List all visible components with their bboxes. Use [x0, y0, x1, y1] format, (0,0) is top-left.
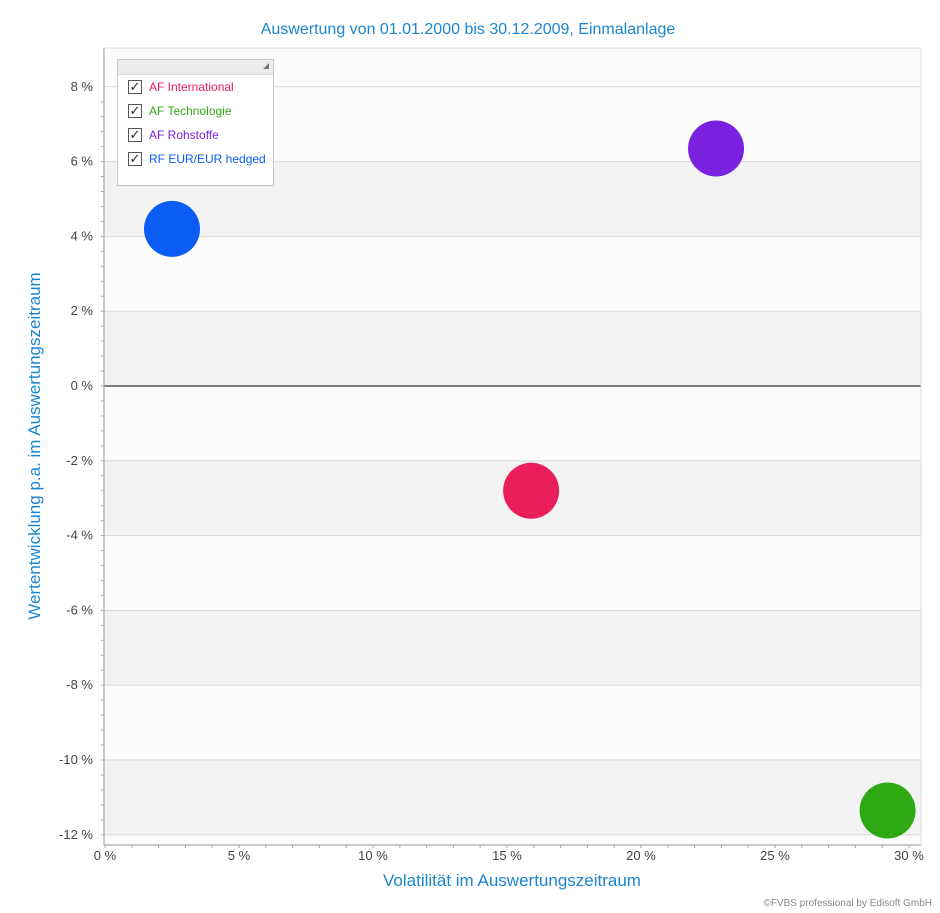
x-tick-label: 30 %: [894, 848, 924, 863]
data-point[interactable]: [144, 200, 200, 257]
x-tick-label: 5 %: [228, 848, 251, 863]
y-tick-label: 8 %: [71, 79, 94, 94]
y-tick-label: 0 %: [71, 378, 94, 393]
x-tick-labels: 0 % 5 % 10 % 15 % 20 % 25 % 30 %: [94, 848, 924, 863]
x-axis-title: Volatilität im Auswertungszeitraum: [383, 871, 641, 890]
y-tick-label: 6 %: [71, 154, 94, 169]
grid-band: [104, 610, 921, 686]
resize-grip-icon[interactable]: [263, 63, 269, 69]
data-point[interactable]: [503, 462, 560, 519]
legend-item-af-international[interactable]: ✓ AF International: [118, 75, 273, 99]
y-tick-labels: 8 % 6 % 4 % 2 % 0 % -2 % -4 % -6 % -8 % -10 % -12 …: [59, 79, 93, 842]
y-tick-label: -10 %: [59, 752, 93, 767]
legend-label: AF Technologie: [149, 104, 232, 118]
legend-header[interactable]: [118, 60, 273, 75]
y-tick-label: -2 %: [66, 453, 93, 468]
y-tick-label: 2 %: [71, 303, 94, 318]
gridlines: [104, 86, 921, 836]
y-tick-label: -8 %: [66, 677, 93, 692]
legend: ✓ AF International ✓ AF Technologie ✓ AF…: [117, 59, 274, 186]
legend-item-af-rohstoffe[interactable]: ✓ AF Rohstoffe: [118, 123, 273, 147]
x-tick-label: 25 %: [760, 848, 790, 863]
legend-item-af-technologie[interactable]: ✓ AF Technologie: [118, 99, 273, 123]
checkbox-checked-icon[interactable]: ✓: [128, 151, 142, 166]
y-tick-label: -12 %: [59, 827, 93, 842]
legend-label: AF Rohstoffe: [149, 128, 219, 142]
y-axis-title: Wertentwicklung p.a. im Auswertungszeitr…: [25, 272, 44, 619]
legend-label: AF International: [149, 80, 234, 94]
grid-band: [104, 760, 921, 835]
y-tick-label: -6 %: [66, 602, 93, 617]
y-tick-label: 4 %: [71, 228, 94, 243]
checkbox-checked-icon[interactable]: ✓: [128, 79, 142, 94]
data-point[interactable]: [859, 782, 916, 839]
x-tick-label: 10 %: [358, 848, 388, 863]
data-point[interactable]: [688, 120, 745, 177]
grid-band: [104, 311, 921, 386]
data-points: [144, 120, 916, 839]
plot-background-bands: [104, 48, 921, 845]
x-tick-label: 0 %: [94, 848, 117, 863]
checkbox-checked-icon[interactable]: ✓: [128, 127, 142, 142]
copyright-notice: ©FVBS professional by Edisoft GmbH: [763, 898, 932, 909]
checkbox-checked-icon[interactable]: ✓: [128, 103, 142, 118]
chart-title: Auswertung von 01.01.2000 bis 30.12.2009…: [261, 21, 676, 38]
axes: [101, 47, 922, 848]
x-tick-label: 15 %: [492, 848, 522, 863]
legend-label: RF EUR/EUR hedged: [149, 152, 266, 166]
legend-item-rf-eur-eur-hedged[interactable]: ✓ RF EUR/EUR hedged: [118, 147, 273, 171]
x-tick-label: 20 %: [626, 848, 656, 863]
y-tick-label: -4 %: [66, 528, 93, 543]
